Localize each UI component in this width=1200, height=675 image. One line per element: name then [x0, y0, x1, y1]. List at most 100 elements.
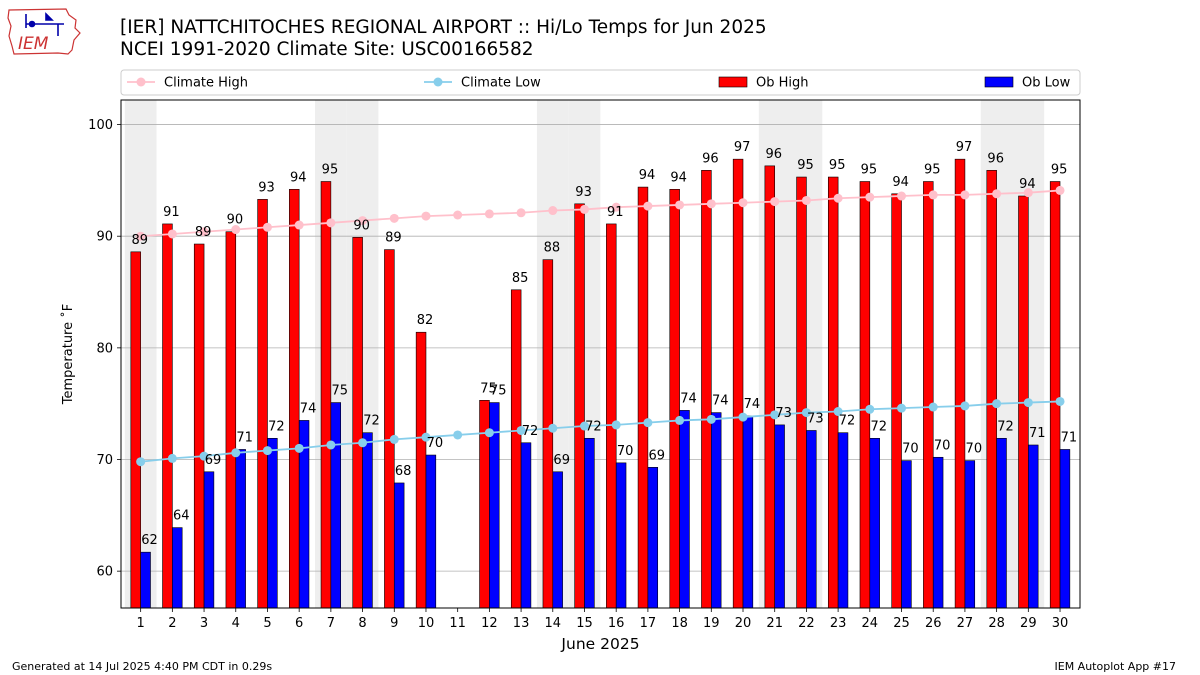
- ob-low-bar-day-5: [267, 437, 278, 609]
- ob-high-bar-day-4: [225, 231, 237, 609]
- ob-high-label-day-21: 96: [766, 147, 783, 162]
- climate-low-point-day-18: [675, 415, 685, 425]
- ob-low-bar-day-26: [932, 456, 944, 609]
- ob-low-bar-day-27: [964, 460, 976, 609]
- ob-high-label-day-12: 75: [480, 381, 497, 396]
- x-tick-label-26: 26: [925, 616, 942, 631]
- climate-high-point-day-16: [611, 202, 621, 212]
- ob-high-label-day-25: 94: [892, 175, 909, 190]
- ob-low-bar-day-17: [647, 467, 659, 609]
- climate-high-line: [140, 189, 1061, 238]
- legend-ob-low: Ob Low: [984, 76, 1071, 91]
- ob-low-bar-day-19: [711, 412, 722, 609]
- ob-low-bar-day-8: [362, 432, 373, 609]
- ob-high-bar-day-7: [320, 181, 332, 609]
- legend-climate-low-text: Climate Low: [461, 76, 541, 91]
- climate-low-point-day-29: [1023, 398, 1033, 408]
- ob-high-label-day-19: 96: [702, 151, 719, 166]
- x-tick-label-3: 3: [200, 616, 208, 631]
- ob-high-bar-day-21: [764, 165, 776, 609]
- ob-low-bar-day-14: [552, 471, 563, 609]
- ob-high-label-day-24: 95: [861, 163, 878, 178]
- ob-low-bar-day-22: [806, 430, 817, 609]
- ob-low-label-day-16: 70: [617, 444, 634, 459]
- ob-low-bar-day-15: [584, 437, 595, 609]
- x-axis-label: June 2025: [560, 635, 639, 653]
- ob-low-label-day-8: 72: [363, 414, 380, 429]
- ob-low-bar-day-29: [1028, 444, 1039, 609]
- x-tick-label-1: 1: [137, 616, 145, 631]
- ob-low-bar-day-7: [330, 402, 341, 609]
- y-tick-label-80: 80: [96, 341, 113, 356]
- ob-high-bar-day-20: [732, 158, 744, 609]
- ob-high-label-day-28: 96: [987, 151, 1004, 166]
- ob-low-bar-day-9: [393, 482, 405, 609]
- x-tick-label-19: 19: [703, 616, 720, 631]
- x-tick-label-2: 2: [168, 616, 176, 631]
- ob-high-bar-day-22: [796, 176, 807, 609]
- ob-high-label-day-13: 85: [512, 271, 529, 286]
- climate-low-point-day-5: [262, 446, 272, 456]
- x-tick-label-20: 20: [735, 616, 752, 631]
- ob-high-label-day-27: 97: [956, 140, 973, 155]
- climate-lines: [136, 185, 1065, 467]
- ob-low-label-day-13: 72: [522, 424, 539, 439]
- legend-climate-high-marker: [136, 77, 146, 87]
- ob-low-bar-day-21: [774, 424, 785, 609]
- climate-low-point-day-27: [960, 401, 970, 411]
- ob-low-label-day-19: 74: [712, 394, 729, 409]
- ob-high-bar-day-15: [574, 203, 585, 609]
- ob-high-bar-day-3: [193, 243, 205, 609]
- climate-low-point-day-17: [643, 418, 653, 428]
- climate-high-point-day-4: [231, 225, 241, 235]
- climate-low-line: [140, 400, 1061, 463]
- ob-high-bar-day-2: [162, 223, 173, 609]
- ob-high-label-day-29: 94: [1019, 177, 1036, 192]
- x-tick-label-25: 25: [893, 616, 910, 631]
- ob-high-label-day-7: 95: [322, 163, 339, 178]
- logo-text: IEM: [18, 34, 49, 54]
- x-tick-label-24: 24: [862, 616, 879, 631]
- iowa-outline-icon: [7, 8, 81, 55]
- ob-low-label-day-28: 72: [997, 419, 1014, 434]
- ob-low-label-day-10: 70: [427, 436, 444, 451]
- ob-low-label-day-22: 73: [807, 411, 824, 426]
- ob-low-label-day-26: 70: [934, 438, 951, 453]
- x-tick-label-14: 14: [545, 616, 562, 631]
- x-tick-label-29: 29: [1020, 616, 1037, 631]
- ob-high-bar-day-9: [384, 249, 395, 609]
- title-line-1: [IER] NATTCHITOCHES REGIONAL AIRPORT :: …: [120, 17, 767, 38]
- legend-climate-low-marker: [433, 77, 443, 87]
- x-tick-label-16: 16: [608, 616, 625, 631]
- x-tick-label-11: 11: [449, 616, 466, 631]
- ob-low-label-day-21: 73: [775, 406, 792, 421]
- climate-low-point-day-15: [579, 421, 589, 431]
- legend-ob-high-swatch: [718, 76, 748, 88]
- ob-high-bar-day-14: [542, 259, 554, 609]
- ob-low-label-day-24: 72: [870, 419, 887, 434]
- climate-high-point-day-3: [199, 227, 209, 237]
- x-tick-label-30: 30: [1052, 616, 1069, 631]
- ob-high-label-day-14: 88: [544, 241, 561, 256]
- ob-high-bar-day-24: [859, 181, 871, 609]
- ob-low-bar-day-3: [203, 471, 215, 609]
- climate-low-point-day-23: [833, 406, 843, 416]
- ob-high-bar-day-1: [130, 251, 141, 609]
- climate-high-point-day-13: [516, 208, 526, 218]
- climate-low-point-day-10: [421, 432, 431, 442]
- legend-ob-low-swatch: [984, 76, 1014, 88]
- ob-low-bar-day-23: [837, 432, 849, 609]
- x-tick-label-9: 9: [390, 616, 398, 631]
- climate-low-point-day-9: [389, 434, 399, 444]
- y-tick-label-60: 60: [96, 565, 113, 580]
- climate-high-point-day-2: [167, 229, 177, 239]
- ob-high-label-day-16: 91: [607, 205, 624, 220]
- climate-low-point-day-11: [453, 430, 463, 440]
- ob-high-label-day-17: 94: [639, 168, 656, 183]
- ob-high-bar-day-25: [891, 193, 902, 609]
- ob-high-label-day-20: 97: [734, 140, 751, 155]
- x-tick-label-5: 5: [263, 616, 271, 631]
- climate-high-point-day-1: [136, 231, 146, 241]
- x-tick-label-4: 4: [232, 616, 240, 631]
